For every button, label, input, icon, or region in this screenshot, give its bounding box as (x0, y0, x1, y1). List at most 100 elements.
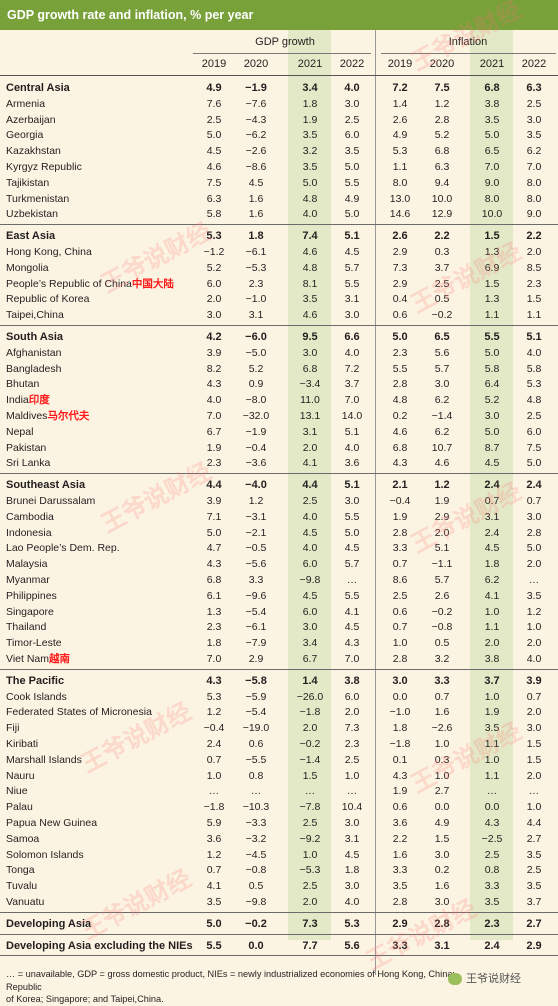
value-cell: 3.9 (526, 674, 542, 687)
economy-label: Republic of Korea (6, 293, 90, 306)
value-cell: −32.0 (242, 410, 270, 422)
value-cell: 3.0 (344, 817, 360, 829)
value-cell: 7.3 (392, 261, 408, 274)
value-cell: 4.8 (302, 261, 318, 274)
value-cell: 7.0 (344, 394, 360, 407)
value-cell: 6.4 (484, 378, 500, 391)
subtotal-row: The Pacific 4.3 −5.8 1.4 3.8 3.0 3.3 3.7 3.9 (0, 673, 558, 689)
value-cell: 1.8 (206, 637, 222, 650)
value-cell: 7.1 (206, 510, 222, 523)
value-cell: 7.4 (302, 230, 318, 243)
value-cell: 2.7 (526, 917, 542, 930)
value-cell: −8.6 (245, 161, 267, 173)
value-cell: −6.1 (245, 246, 267, 258)
value-cell: 6.8 (392, 441, 408, 454)
value-cell: 3.3 (392, 939, 408, 952)
value-cell: 4.5 (344, 848, 360, 861)
value-cell: 2.5 (344, 113, 360, 126)
value-cell: 5.0 (392, 331, 408, 343)
value-cell: 4.0 (302, 542, 318, 555)
value-cell: 1.8 (392, 722, 408, 735)
table-row: Afghanistan 3.9 −5.0 3.0 4.0 2.3 5.6 5.0 4.0 (0, 345, 558, 361)
economy-label: Marshall Islands (6, 753, 82, 766)
value-cell: 3.5 (526, 848, 542, 861)
value-cell: 3.5 (302, 129, 318, 142)
value-cell: 4.6 (434, 457, 450, 470)
table-row: Azerbaijan 2.5 −4.3 1.9 2.5 2.6 2.8 3.5 3.0 (0, 112, 558, 128)
value-cell: 1.9 (392, 785, 408, 798)
value-cell: 5.2 (484, 394, 500, 407)
economy-name: Brunei Darussalam (6, 493, 95, 509)
value-cell: 3.0 (484, 410, 500, 422)
value-cell: 0.7 (434, 690, 450, 703)
value-cell: 4.5 (344, 621, 360, 634)
table-row: Tajikistan 7.5 4.5 5.0 5.5 8.0 9.4 9.0 8.0 (0, 175, 558, 191)
economy-label: Myanmar (6, 574, 50, 586)
table-row: Armenia 7.6 −7.6 1.8 3.0 1.4 1.2 3.8 2.5 (0, 96, 558, 112)
value-cell: 1.6 (434, 880, 450, 893)
economy-name: Central Asia (6, 80, 70, 96)
economy-label: Lao People’s Dem. Rep. (6, 542, 120, 555)
value-cell: 1.5 (302, 769, 318, 782)
economy-name: Bangladesh (6, 361, 61, 377)
value-cell: 3.5 (484, 896, 500, 908)
value-cell: 1.1 (484, 309, 500, 322)
value-cell: 4.1 (206, 880, 222, 893)
header-rule (0, 75, 558, 76)
value-cell: 2.0 (526, 706, 542, 719)
value-cell: 4.1 (484, 589, 500, 602)
value-cell: … (528, 574, 540, 586)
section-divider (0, 668, 558, 670)
table-row: India印度 4.0 −8.0 11.0 7.0 4.8 6.2 5.2 4.8 (0, 392, 558, 408)
value-cell: 0.6 (392, 309, 408, 322)
value-cell: −3.1 (245, 510, 267, 523)
value-cell: 4.3 (484, 817, 500, 829)
economy-name: Developing Asia excluding the NIEs (6, 938, 193, 954)
value-cell: 5.1 (344, 479, 360, 492)
value-cell: 4.0 (344, 346, 360, 359)
economy-label: Tonga (6, 864, 35, 877)
value-cell: 3.0 (434, 896, 450, 908)
value-cell: 2.5 (392, 589, 408, 602)
value-cell: 2.4 (206, 738, 222, 750)
value-cell: 2.0 (434, 526, 450, 539)
value-cell: … (346, 785, 358, 798)
value-cell: 0.3 (434, 246, 450, 258)
value-cell: −7.9 (245, 637, 267, 650)
table-row: Cambodia 7.1 −3.1 4.0 5.5 1.9 2.9 3.1 3.0 (0, 509, 558, 525)
value-cell: 6.9 (484, 261, 500, 274)
value-cell: −5.3 (245, 261, 267, 274)
value-cell: 0.9 (248, 378, 264, 391)
value-cell: 2.8 (392, 378, 408, 391)
value-cell: −9.6 (245, 589, 267, 602)
value-cell: 8.0 (526, 176, 542, 189)
value-cell: 1.6 (248, 208, 264, 221)
value-cell: 2.7 (526, 832, 542, 845)
value-cell: 2.0 (344, 706, 360, 719)
table-row: Kazakhstan 4.5 −2.6 3.2 3.5 5.3 6.8 6.5 6.2 (0, 143, 558, 159)
economy-label: Nepal (6, 425, 34, 438)
value-cell: 4.6 (302, 246, 318, 258)
table-row: Indonesia 5.0 −2.1 4.5 5.0 2.8 2.0 2.4 2.8 (0, 525, 558, 541)
value-cell: 1.0 (302, 848, 318, 861)
value-cell: 3.3 (484, 880, 500, 893)
table-row: Singapore 1.3 −5.4 6.0 4.1 0.6 −0.2 1.0 1.2 (0, 604, 558, 620)
value-cell: 3.5 (484, 722, 500, 735)
value-cell: 3.2 (434, 653, 450, 665)
economy-name: Thailand (6, 619, 46, 635)
value-cell: 1.9 (484, 706, 500, 719)
value-cell: 8.0 (484, 192, 500, 205)
value-cell: 3.8 (484, 97, 500, 110)
group-divider (375, 30, 376, 975)
table-row: Viet Nam越南 7.0 2.9 6.7 7.0 2.8 3.2 3.8 4.0 (0, 651, 558, 667)
value-cell: 0.6 (392, 801, 408, 814)
value-cell: 6.7 (206, 425, 222, 438)
value-cell: 5.0 (484, 346, 500, 359)
value-cell: 4.5 (248, 176, 264, 189)
value-cell: 4.6 (206, 161, 222, 173)
value-cell: −3.4 (299, 378, 321, 391)
value-cell: 0.5 (434, 293, 450, 306)
value-cell: 4.8 (526, 394, 542, 407)
value-cell: 1.6 (248, 192, 264, 205)
value-cell: 2.7 (434, 785, 450, 798)
